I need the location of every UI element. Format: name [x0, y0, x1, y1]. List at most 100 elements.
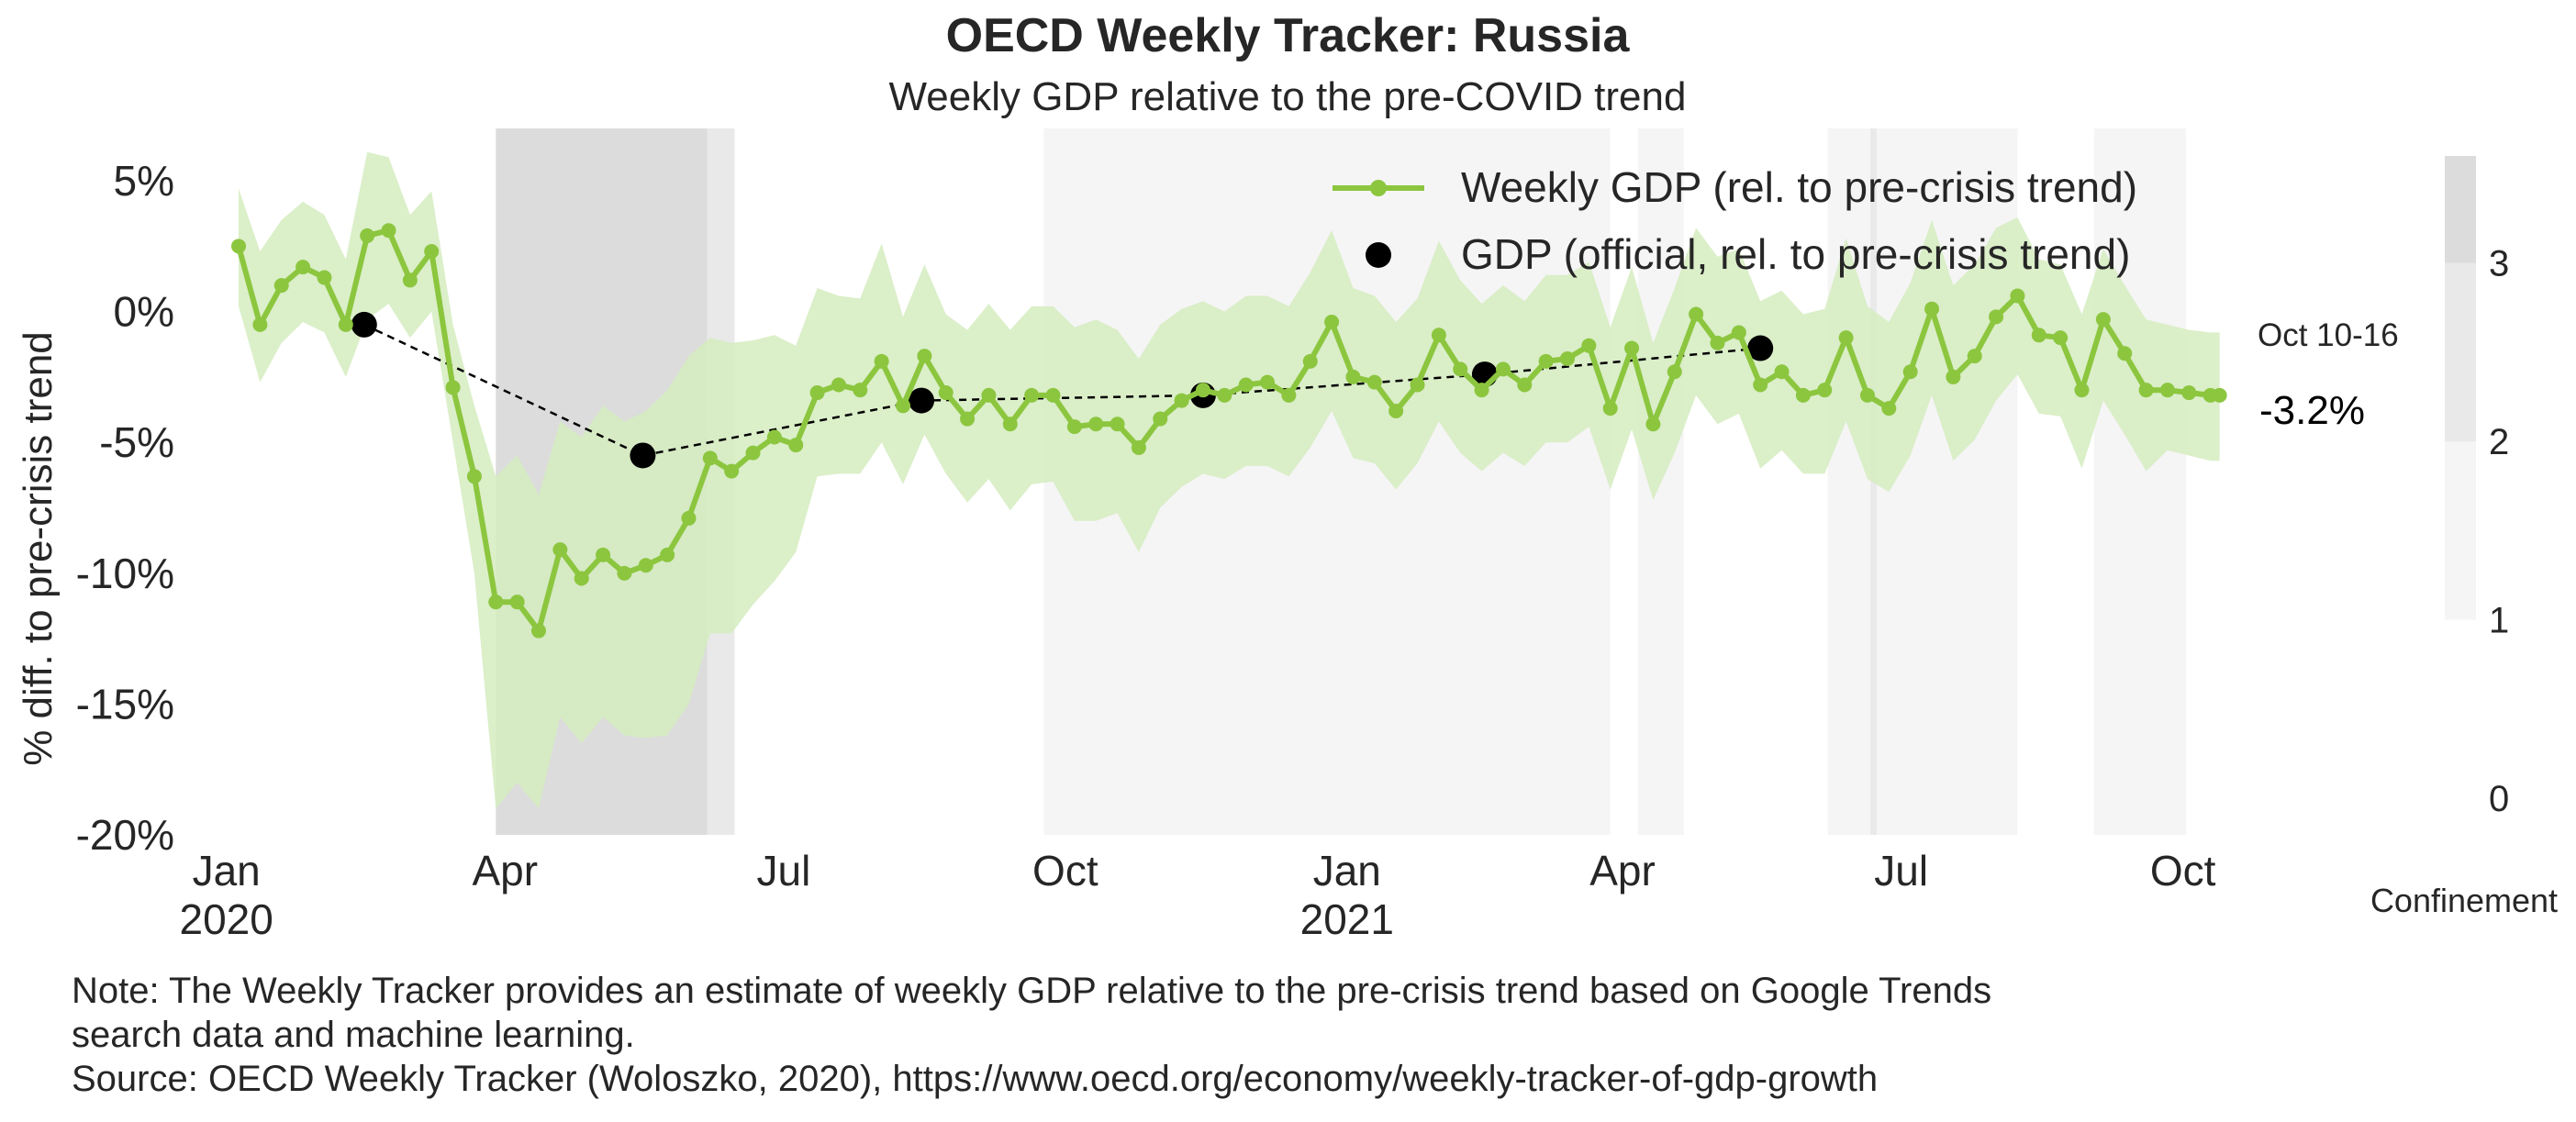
legend-weekly-marker: [1370, 180, 1387, 196]
x-tick-label: Apr: [1589, 847, 1656, 894]
weekly-gdp-point: [1538, 353, 1554, 369]
weekly-gdp-point: [381, 223, 396, 239]
y-axis: 5% 0% -5% -10% -15% -20%: [76, 157, 174, 859]
confidence-band-area: [239, 151, 2220, 809]
weekly-gdp-point: [1517, 377, 1533, 393]
x-tick-label: Oct: [1032, 847, 1098, 894]
weekly-gdp-point: [1002, 417, 1018, 432]
weekly-gdp-point: [296, 260, 311, 275]
weekly-gdp-point: [231, 239, 247, 254]
weekly-gdp-point: [2031, 328, 2046, 343]
colorbar-segment-2: [2445, 156, 2476, 263]
weekly-gdp-point: [488, 594, 504, 610]
official-gdp-point: [1747, 335, 1774, 361]
weekly-gdp-point: [1174, 393, 1189, 408]
weekly-gdp-point: [1924, 301, 1940, 317]
weekly-gdp-point: [2074, 383, 2090, 398]
weekly-gdp-point: [660, 547, 675, 562]
weekly-gdp-point: [2010, 288, 2025, 304]
colorbar-tick-label: 0: [2489, 779, 2509, 819]
last-date-annotation: Oct 10-16: [2258, 317, 2399, 353]
x-tick-label: Jan: [1313, 847, 1381, 894]
weekly-gdp-point: [574, 571, 589, 586]
weekly-gdp-point: [252, 317, 268, 332]
weekly-gdp-point: [2212, 387, 2227, 403]
weekly-gdp-point: [466, 469, 482, 484]
weekly-gdp-point: [981, 387, 997, 403]
colorbar-segment-0: [2445, 441, 2476, 620]
weekly-gdp-point: [1453, 361, 1468, 377]
colorbar-tick-label: 2: [2489, 422, 2509, 462]
weekly-gdp-point: [745, 445, 761, 461]
weekly-gdp-point: [1345, 369, 1361, 384]
weekly-gdp-point: [1366, 374, 1382, 390]
weekly-gdp-point: [1795, 387, 1811, 403]
legend-official-label: GDP (official, rel. to pre-crisis trend): [1461, 230, 2130, 278]
y-tick-label: -15%: [76, 680, 174, 728]
legend-weekly-label: Weekly GDP (rel. to pre-crisis trend): [1461, 163, 2137, 211]
weekly-gdp-point: [1495, 361, 1511, 377]
weekly-gdp-point: [1967, 349, 1982, 364]
weekly-gdp-point: [402, 272, 418, 288]
weekly-gdp-point: [896, 398, 911, 414]
weekly-gdp-point: [360, 228, 375, 243]
weekly-gdp-point: [1302, 353, 1318, 369]
weekly-gdp-point: [1560, 350, 1576, 366]
weekly-gdp-point: [1645, 417, 1661, 432]
weekly-gdp-point: [1689, 306, 1704, 322]
x-tick-year-label: 2021: [1300, 895, 1394, 943]
weekly-gdp-point: [1066, 419, 1082, 435]
weekly-gdp-point: [1088, 417, 1104, 432]
weekly-gdp-point: [2159, 383, 2175, 398]
weekly-gdp-point: [809, 385, 825, 401]
x-tick-label: Jul: [1874, 847, 1928, 894]
weekly-gdp-point: [1624, 340, 1640, 356]
weekly-gdp-point: [2181, 385, 2197, 401]
weekly-gdp-point: [1195, 383, 1210, 398]
weekly-gdp-point: [1817, 383, 1833, 398]
official-gdp-point: [630, 442, 656, 469]
x-tick-year-label: 2020: [180, 895, 273, 943]
weekly-gdp-point: [1710, 335, 1725, 350]
y-tick-label: -20%: [76, 811, 174, 859]
chart-subtitle: Weekly GDP relative to the pre-COVID tre…: [889, 74, 1687, 119]
weekly-gdp-point: [638, 558, 653, 573]
weekly-gdp-point: [1260, 374, 1276, 390]
confinement-period-6: [2093, 128, 2186, 835]
weekly-gdp-series: [231, 223, 2227, 639]
weekly-gdp-point: [681, 510, 697, 526]
x-tick-label: Oct: [2150, 847, 2216, 894]
weekly-gdp-point: [1238, 377, 1254, 393]
x-tick-label: Apr: [472, 847, 538, 894]
weekly-gdp-point: [1581, 338, 1597, 353]
weekly-gdp-point: [424, 244, 440, 260]
weekly-gdp-point: [1281, 387, 1297, 403]
weekly-gdp-point: [1217, 387, 1232, 403]
weekly-gdp-point: [509, 594, 525, 610]
weekly-gdp-point: [1045, 387, 1061, 403]
weekly-gdp-point: [1474, 383, 1489, 398]
weekly-gdp-point: [317, 270, 332, 285]
note-line-2: search data and machine learning.: [72, 1015, 635, 1055]
weekly-gdp-point: [960, 411, 976, 427]
weekly-gdp-point: [1410, 377, 1425, 393]
weekly-gdp-point: [938, 385, 953, 401]
weekly-gdp-point: [1431, 328, 1446, 343]
legend: Weekly GDP (rel. to pre-crisis trend) GD…: [1333, 163, 2137, 278]
official-gdp-point: [909, 387, 935, 414]
weekly-gdp-point: [2095, 312, 2111, 328]
weekly-gdp-point: [1388, 404, 1404, 418]
confinement-colorbar: 0 1 2 3: [2445, 156, 2509, 819]
legend-official-marker: [1366, 242, 1391, 268]
y-tick-label: 0%: [114, 288, 174, 336]
weekly-gdp-point: [1753, 377, 1768, 393]
colorbar-tick-label: 1: [2489, 601, 2509, 641]
weekly-gdp-point: [1946, 369, 1961, 384]
official-gdp-dashed-line: [363, 323, 1761, 457]
weekly-gdp-point: [917, 349, 932, 364]
weekly-gdp-point: [1110, 417, 1125, 432]
weekly-gdp-point: [617, 565, 632, 581]
weekly-gdp-point: [1838, 330, 1854, 346]
weekly-gdp-point: [273, 278, 289, 294]
